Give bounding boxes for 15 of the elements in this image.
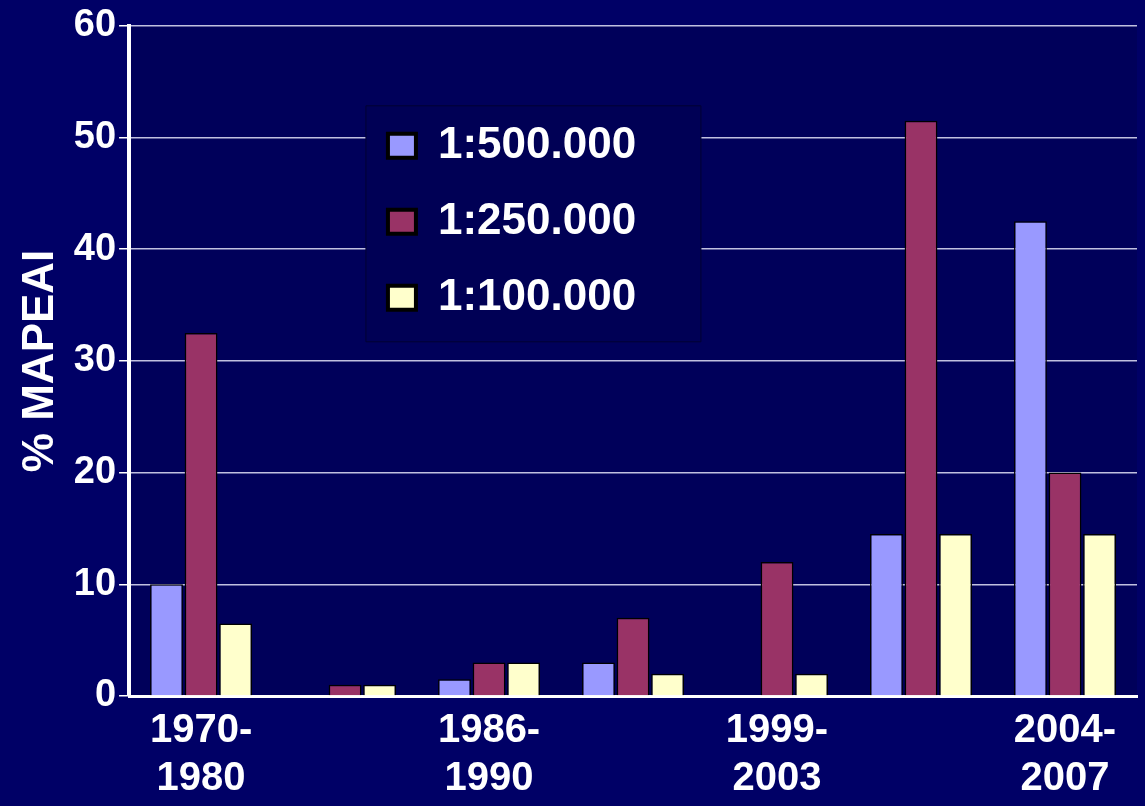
legend-label: 1:250.000 [437,193,637,243]
legend-label: 1:100.000 [437,269,637,319]
x-tick-label: 1999-2003 [725,706,829,799]
y-tick-label: 40 [73,225,117,268]
legend-label: 1:500.000 [437,117,637,167]
y-tick-label: 60 [73,2,117,45]
y-tick-label: 50 [73,113,117,156]
x-tick-label: 1986-1990 [437,706,541,799]
y-tick-label: 30 [73,337,117,380]
y-tick-label: 20 [73,449,117,492]
y-tick-label: 0 [94,672,117,715]
y-axis-title: % MAPEAI [12,249,62,473]
x-tick-label: 2004-2007 [1013,706,1117,799]
x-tick-label: 1970-1980 [149,706,253,799]
y-tick-label: 10 [73,560,117,603]
